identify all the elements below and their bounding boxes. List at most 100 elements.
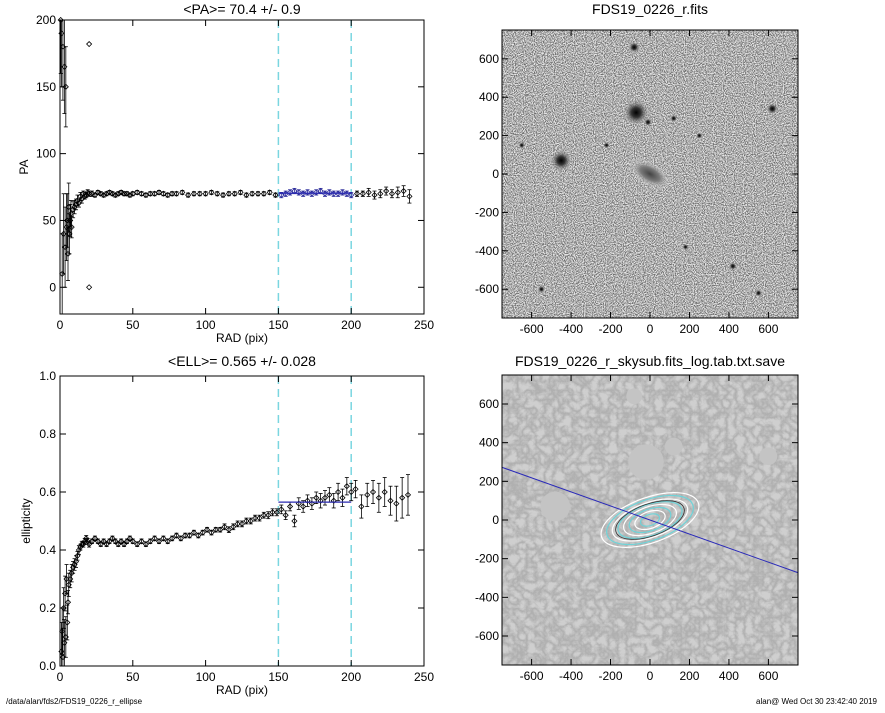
ell-point	[300, 503, 307, 510]
pa-point	[266, 189, 273, 196]
con-xtick-label: 400	[719, 669, 739, 683]
ell-ytick-label: 0.8	[39, 427, 56, 441]
pa-point	[151, 190, 158, 197]
pa-point	[313, 189, 320, 196]
pa-point	[326, 189, 333, 196]
ell-point	[138, 538, 145, 545]
pa-point	[63, 224, 70, 231]
pa-point	[237, 189, 244, 196]
img-ytick-label: 0	[492, 167, 499, 181]
ell-point	[282, 512, 289, 519]
contour-mask	[664, 437, 683, 456]
isophote-contour	[634, 509, 666, 531]
pa-outlier-point	[86, 284, 93, 291]
contour-mask	[759, 447, 778, 466]
ell-ytick-label: 0.4	[39, 543, 56, 557]
img-ytick-label: -200	[475, 205, 499, 219]
ell-point	[238, 520, 246, 527]
pa-point	[80, 190, 87, 197]
img-xtick-label: 0	[647, 322, 654, 336]
pa-point	[190, 190, 198, 197]
ell-point	[221, 523, 228, 530]
ell-ytick-label: 0.2	[39, 601, 56, 615]
ell-point	[155, 538, 163, 545]
star-source	[695, 132, 703, 140]
ell-ytick-label: 0.6	[39, 485, 56, 499]
pa-point	[134, 189, 141, 196]
pa-xtick-label: 0	[57, 318, 64, 332]
pa-axes: 0 50 100 150 200 250 0 50 100 150 200	[36, 13, 434, 332]
ell-point	[129, 538, 136, 545]
img-ytick-label: 400	[479, 90, 499, 104]
ell-point	[109, 535, 116, 542]
ell-point	[256, 515, 263, 522]
pa-point	[129, 190, 136, 197]
ell-xtick-label: 250	[414, 670, 434, 684]
ell-point	[74, 552, 81, 559]
ell-point	[83, 535, 90, 542]
ell-point	[160, 535, 167, 542]
pa-point	[169, 190, 176, 197]
con-ytick-label: 400	[479, 436, 499, 450]
pa-point	[359, 190, 366, 197]
img-ytick-label: 200	[479, 129, 499, 143]
pa-plot-frame	[59, 19, 425, 315]
ell-point	[358, 503, 365, 510]
pa-point	[214, 190, 221, 197]
ell-point	[164, 538, 171, 545]
con-xtick-label: -600	[520, 669, 544, 683]
img-xtick-label: -400	[559, 322, 583, 336]
pa-ytick-label: 0	[49, 280, 56, 294]
ell-point	[134, 541, 141, 548]
pa-point	[185, 191, 192, 199]
pa-point	[394, 189, 401, 196]
ell-point	[203, 526, 211, 533]
pa-point	[260, 190, 267, 197]
star-source	[628, 41, 641, 54]
ell-point	[393, 500, 400, 507]
star-source	[766, 102, 779, 115]
ell-point	[399, 494, 406, 501]
star-source	[549, 149, 573, 172]
ell-xlabel: RAD (pix)	[216, 683, 268, 697]
major-axis-line	[502, 466, 798, 574]
ell-point	[375, 494, 382, 501]
pa-point	[103, 190, 110, 197]
ell-point	[186, 532, 193, 539]
ell-xtick-label: 150	[268, 670, 288, 684]
star-source	[754, 289, 763, 297]
contour-title: FDS19_0226_r_skysub.fits_log.tab.txt.sav…	[515, 353, 785, 369]
pa-point	[406, 193, 413, 200]
ell-point	[304, 497, 311, 504]
ell-ytick-label: 0.0	[39, 659, 56, 673]
con-xtick-label: 0	[647, 669, 654, 683]
img-ytick-label: 600	[479, 52, 499, 66]
pa-point	[115, 190, 122, 197]
pa-point	[377, 190, 384, 197]
ell-xtick-label: 100	[196, 670, 216, 684]
pa-point	[272, 191, 279, 199]
star-source	[682, 243, 689, 251]
ell-points	[58, 474, 412, 667]
pa-point	[365, 189, 372, 196]
con-xtick-label: 600	[758, 669, 778, 683]
ell-fit-window	[277, 376, 352, 666]
pa-point	[75, 200, 82, 207]
img-xtick-label: -600	[520, 322, 544, 336]
ell-point	[369, 488, 377, 496]
ell-point	[381, 488, 388, 496]
pa-title: <PA>= 70.4 +/- 0.9	[183, 1, 300, 17]
isophote-contour	[611, 498, 689, 542]
ell-point	[195, 532, 202, 539]
contour-panel: FDS19_0226_r_skysub.fits_log.tab.txt.sav…	[475, 353, 799, 683]
pa-point	[160, 190, 167, 197]
ell-point	[404, 491, 412, 498]
pa-point	[400, 187, 407, 195]
isophote-contour	[639, 513, 661, 527]
ell-point	[317, 497, 324, 504]
ell-xtick-label: 50	[126, 670, 140, 684]
pa-point	[126, 191, 133, 199]
pa-point	[173, 190, 180, 197]
ell-point	[64, 599, 72, 606]
